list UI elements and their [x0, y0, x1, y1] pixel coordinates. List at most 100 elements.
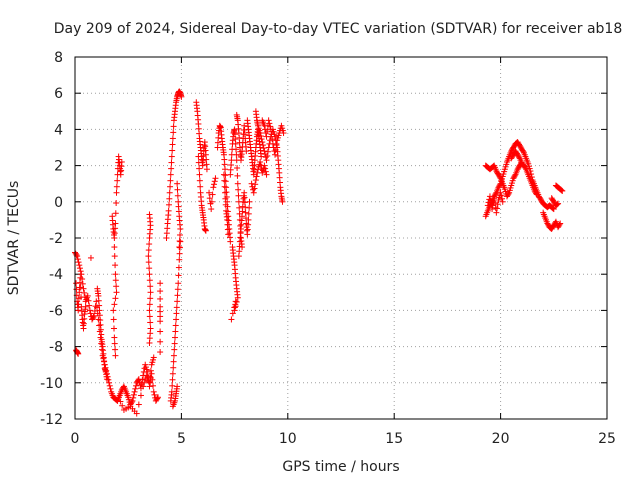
- data-point: [170, 129, 177, 136]
- data-point: [235, 186, 242, 193]
- data-point: [196, 165, 203, 172]
- x-tick-label: 25: [598, 431, 616, 447]
- data-point: [133, 382, 140, 389]
- data-point: [252, 181, 259, 188]
- data-point: [203, 166, 210, 173]
- data-point: [245, 210, 252, 217]
- data-point: [92, 303, 99, 310]
- data-point: [262, 154, 269, 161]
- data-point: [176, 244, 183, 251]
- data-point: [110, 316, 117, 323]
- data-point: [498, 192, 505, 199]
- y-tick-label: -10: [40, 376, 63, 392]
- data-point: [82, 303, 89, 310]
- data-point: [157, 280, 164, 287]
- data-point: [231, 304, 238, 311]
- data-point: [496, 181, 503, 188]
- data-point: [493, 209, 500, 216]
- data-point: [103, 376, 110, 383]
- data-point: [271, 148, 278, 155]
- data-point: [169, 141, 176, 148]
- data-point: [252, 177, 259, 184]
- data-point: [113, 283, 120, 290]
- data-point: [236, 204, 243, 211]
- data-point: [170, 358, 177, 365]
- y-tick-label: -6: [49, 303, 63, 319]
- data-point: [173, 316, 180, 323]
- data-points: [72, 88, 566, 417]
- data-point: [170, 352, 177, 359]
- data-point: [172, 322, 179, 329]
- data-point: [129, 397, 136, 404]
- data-point: [177, 238, 184, 245]
- data-point: [268, 131, 275, 138]
- data-point: [75, 307, 82, 314]
- data-point: [165, 201, 172, 208]
- data-point: [150, 388, 157, 395]
- data-point: [173, 310, 180, 317]
- data-point: [195, 153, 202, 160]
- data-point: [146, 241, 153, 248]
- data-point: [170, 123, 177, 130]
- data-point: [221, 183, 228, 190]
- data-point: [265, 117, 272, 124]
- data-point: [173, 304, 180, 311]
- y-tick-label: -8: [49, 340, 63, 356]
- data-point: [492, 204, 499, 211]
- data-point: [79, 280, 86, 287]
- data-point: [234, 294, 241, 301]
- data-point: [269, 136, 276, 143]
- data-point: [174, 286, 181, 293]
- data-point: [113, 289, 120, 296]
- data-point: [169, 135, 176, 142]
- data-point: [202, 227, 209, 234]
- data-point: [132, 385, 139, 392]
- data-point: [146, 235, 153, 241]
- data-point: [168, 388, 175, 395]
- data-point: [135, 401, 142, 408]
- data-point: [227, 238, 234, 245]
- data-point: [221, 177, 228, 184]
- data-point: [146, 313, 153, 320]
- data-point: [222, 172, 229, 179]
- plot-frame: [74, 56, 608, 420]
- data-point: [232, 298, 239, 305]
- data-point: [91, 312, 98, 319]
- data-point: [113, 200, 120, 207]
- data-point: [87, 310, 94, 317]
- data-point: [146, 339, 153, 346]
- data-point: [494, 205, 501, 212]
- data-point: [242, 204, 249, 211]
- data-point: [113, 189, 120, 196]
- data-point: [272, 146, 279, 153]
- data-point: [147, 373, 154, 380]
- data-point: [486, 193, 493, 200]
- data-point: [112, 220, 119, 227]
- data-point: [259, 142, 266, 149]
- data-point: [171, 340, 178, 347]
- data-point: [113, 397, 120, 404]
- data-point: [157, 295, 164, 302]
- data-point: [80, 285, 87, 292]
- data-point: [149, 376, 156, 383]
- data-point: [96, 322, 103, 329]
- data-point: [234, 172, 241, 179]
- y-tick-label: -2: [49, 231, 63, 247]
- data-point: [110, 307, 117, 314]
- data-point: [511, 172, 518, 179]
- data-point: [168, 165, 175, 172]
- data-point: [232, 140, 239, 147]
- data-point: [73, 280, 80, 287]
- data-point: [157, 328, 164, 335]
- data-point: [112, 277, 119, 284]
- data-point: [140, 383, 147, 390]
- data-point: [169, 382, 176, 389]
- data-point: [258, 136, 265, 143]
- data-point: [196, 177, 203, 184]
- data-point: [559, 187, 566, 194]
- y-tick-label: 8: [54, 50, 63, 66]
- data-point: [175, 280, 182, 287]
- data-point: [172, 328, 179, 335]
- data-point: [167, 171, 174, 178]
- y-tick-label: -4: [49, 267, 63, 283]
